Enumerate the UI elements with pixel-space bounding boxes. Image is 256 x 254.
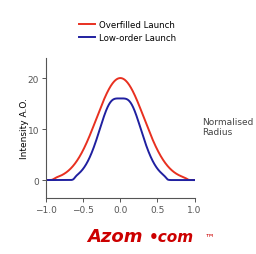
Text: Azom: Azom bbox=[88, 227, 143, 245]
Text: ™: ™ bbox=[205, 231, 215, 241]
Legend: Overfilled Launch, Low-order Launch: Overfilled Launch, Low-order Launch bbox=[79, 21, 176, 43]
Text: Normalised
Radius: Normalised Radius bbox=[202, 117, 254, 137]
Y-axis label: Intensity A.O.: Intensity A.O. bbox=[20, 98, 29, 158]
Text: •com: •com bbox=[148, 229, 194, 244]
